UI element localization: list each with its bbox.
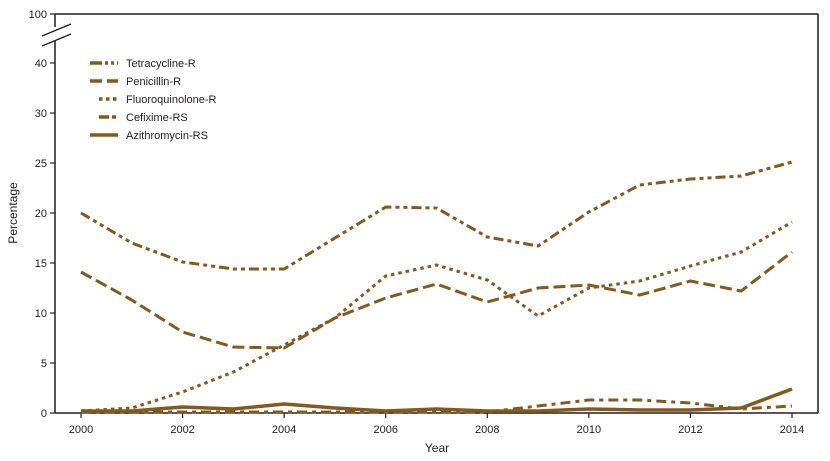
data-point: [638, 408, 642, 412]
data-point: [688, 401, 692, 405]
data-point: [739, 289, 743, 293]
data-point: [282, 402, 286, 406]
data-point: [181, 410, 185, 414]
series-line-penicillin-r: [80, 250, 793, 350]
data-point: [231, 407, 235, 411]
data-point: [79, 211, 83, 215]
data-point: [688, 177, 692, 181]
legend-label: Penicillin-R: [126, 76, 181, 88]
data-point: [384, 274, 388, 278]
data-point: [282, 410, 286, 414]
x-axis-label: Year: [425, 441, 449, 455]
data-point: [333, 406, 337, 410]
y-tick-label: 20: [35, 208, 47, 220]
data-point: [79, 270, 83, 274]
data-point: [739, 406, 743, 410]
data-point: [638, 398, 642, 402]
y-tick-label: 30: [35, 108, 47, 120]
data-point: [435, 206, 439, 210]
data-point: [231, 267, 235, 271]
data-point: [333, 236, 337, 240]
y-tick-label: 40: [35, 58, 47, 70]
y-tick-label: 100: [29, 9, 47, 21]
data-point: [790, 220, 794, 224]
data-point: [181, 330, 185, 334]
x-tick-label: 2014: [780, 424, 804, 436]
data-point: [181, 260, 185, 264]
data-point: [688, 264, 692, 268]
data-point: [435, 282, 439, 286]
data-point: [435, 407, 439, 411]
axis-break-mark: [41, 23, 72, 37]
data-point: [536, 244, 540, 248]
y-tick-label: 10: [35, 308, 47, 320]
data-point: [130, 241, 134, 245]
x-tick-label: 2000: [69, 424, 93, 436]
series-line-cefixime-rs: [81, 398, 793, 414]
legend-label: Azithromycin-RS: [126, 130, 208, 142]
series-line-tetracycline-r: [80, 160, 793, 271]
x-tick-label: 2008: [475, 424, 499, 436]
y-tick-label: 25: [35, 158, 47, 170]
data-point: [587, 398, 591, 402]
data-point: [536, 409, 540, 413]
data-point: [587, 286, 591, 290]
y-tick-label: 5: [41, 358, 47, 370]
x-tick-label: 2006: [373, 424, 397, 436]
data-point: [231, 345, 235, 349]
data-point: [333, 316, 337, 320]
data-point: [790, 387, 794, 391]
data-point: [282, 343, 286, 347]
y-tick-label: 0: [41, 408, 47, 420]
data-point: [688, 408, 692, 412]
data-point: [638, 279, 642, 283]
data-point: [384, 409, 388, 413]
legend-label: Tetracycline-R: [126, 58, 196, 70]
data-point: [638, 293, 642, 297]
x-tick-label: 2004: [272, 424, 296, 436]
data-point: [130, 298, 134, 302]
data-point: [790, 250, 794, 254]
data-point: [688, 279, 692, 283]
data-point: [79, 409, 83, 413]
legend-label: Cefixime-RS: [126, 112, 188, 124]
x-tick-label: 2012: [678, 424, 702, 436]
data-point: [536, 314, 540, 318]
data-point: [485, 409, 489, 413]
data-point: [384, 205, 388, 209]
data-point: [282, 267, 286, 271]
data-point: [638, 183, 642, 187]
x-tick-label: 2010: [577, 424, 601, 436]
data-point: [130, 409, 134, 413]
x-tick-label: 2002: [170, 424, 194, 436]
data-point: [333, 410, 337, 414]
data-point: [485, 235, 489, 239]
data-point: [536, 286, 540, 290]
data-point: [181, 405, 185, 409]
axis-break-gap: [40, 27, 72, 41]
data-point: [384, 296, 388, 300]
data-point: [790, 160, 794, 164]
data-point: [587, 210, 591, 214]
data-point: [181, 390, 185, 394]
axis-break-mark: [41, 33, 72, 47]
data-point: [536, 404, 540, 408]
series-line-azithromycin-rs: [81, 387, 793, 413]
data-point: [739, 174, 743, 178]
data-point: [485, 278, 489, 282]
legend-label: Fluoroquinolone-R: [126, 94, 217, 106]
series-line-fluoroquinolone-r: [80, 220, 793, 413]
data-point: [485, 300, 489, 304]
data-point: [587, 407, 591, 411]
data-point: [790, 404, 794, 408]
data-point: [435, 263, 439, 267]
y-tick-label: 15: [35, 258, 47, 270]
data-point: [231, 370, 235, 374]
data-point: [739, 250, 743, 254]
y-axis-label: Percentage: [6, 182, 20, 244]
